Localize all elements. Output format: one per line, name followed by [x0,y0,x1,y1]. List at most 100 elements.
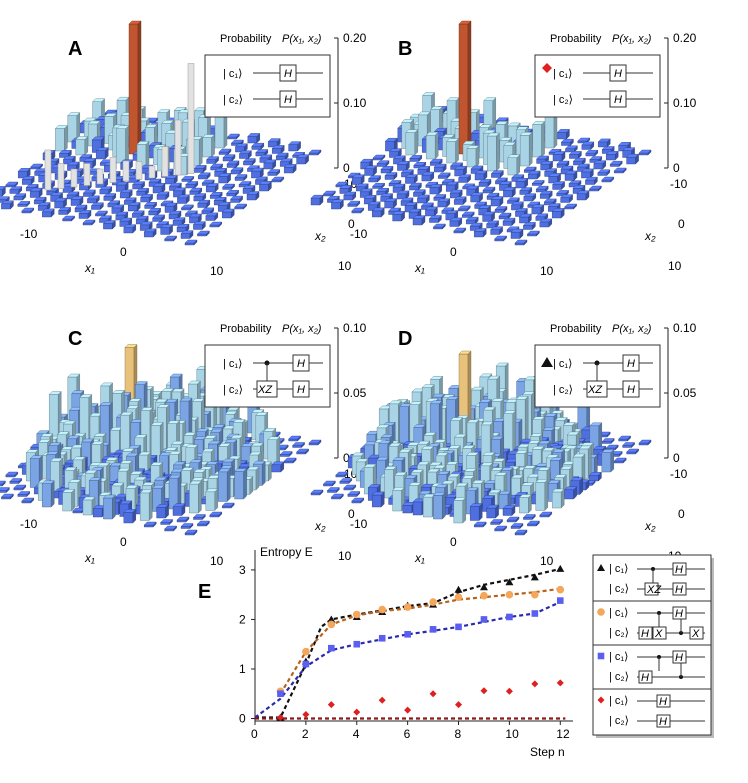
x2-tick: 0 [678,507,685,521]
z-symbol: P(x₁, x₂) [282,323,322,335]
z-symbol: P(x₁, x₂) [282,33,322,45]
x2-tick: -10 [670,467,688,481]
data-point [302,711,310,719]
panel-label: D [398,328,412,350]
z-tick: 0 [343,451,350,465]
data-point [277,690,284,698]
circuit-inset: | c₁⟩ | c₂⟩ XZ H H [204,344,331,408]
gate-label: XZ [646,584,662,596]
z-tick: 0.10 [343,96,367,110]
qubit-c1: | c₁⟩ [609,695,628,707]
y-tick: 3 [239,563,246,577]
gate-label: H [659,716,667,728]
h-gate: H [284,94,292,106]
data-point [480,687,488,695]
x-tick: 2 [302,727,309,741]
z-tick: 0 [673,451,680,465]
x2-tick: 0 [678,217,685,231]
data-point [556,585,565,594]
data-point [327,615,336,623]
gate-label: H [675,652,683,664]
data-point [479,583,488,591]
fit-line [254,601,561,719]
legend-marker [597,564,605,571]
data-point [404,631,411,638]
x1-tick: -10 [20,227,38,241]
panel-label: C [68,328,82,350]
x2-tick: 10 [668,259,682,273]
legend-marker [597,652,605,660]
z-symbol: P(x₁, x₂) [612,33,652,45]
data-point [429,626,437,633]
x1-tick: -10 [350,227,368,241]
data-point [328,644,335,652]
x1-tick: 0 [120,245,127,259]
x1-tick: 10 [540,554,554,568]
data-point [302,647,310,656]
x-tick: 0 [251,727,258,741]
data-point [404,706,412,714]
data-point [505,687,513,695]
x-tick: 4 [353,727,360,741]
data-point [505,590,514,599]
triangle-marker [541,357,553,367]
z-tick: 0 [673,161,680,175]
panel-label: E [198,581,211,603]
z-symbol: P(x₁, x₂) [612,323,652,335]
z-label: Probability [550,33,602,45]
gate-label: X [691,628,700,640]
x1-axis-label: x₁ [414,551,425,565]
qubit-c1: | c₁⟩ [553,358,572,370]
diamond-marker [542,63,552,73]
x1-tick: 0 [120,535,127,549]
histogram-bars [0,20,322,246]
qubit-c2: | c₂⟩ [223,94,243,106]
data-point [556,679,564,687]
x1-tick: 0 [450,535,457,549]
data-point [353,708,361,716]
x1-axis-label: x₁ [84,261,95,275]
h-gate: H [614,68,622,80]
legend-marker [597,608,605,616]
circuit-inset: | c₁⟩ | c₂⟩ H H [534,54,661,118]
panel-label: A [68,38,82,60]
y-tick: 1 [239,662,246,676]
data-point [556,564,565,572]
qubit-c1: | c₁⟩ [223,68,242,80]
gate-label: H [659,696,667,708]
data-point [506,613,513,621]
data-point [556,597,564,604]
data-point [429,598,437,606]
qubit-c2: | c₂⟩ [553,384,573,396]
data-point [378,696,386,704]
xz-gate: XZ [257,384,273,396]
qubit-c2: | c₂⟩ [223,384,243,396]
data-point [327,701,335,709]
z-tick: 0.05 [673,386,697,400]
data-point [429,690,437,698]
gate-label: H [675,584,683,596]
x1-tick: 0 [450,245,457,259]
z-label: Probability [220,33,272,45]
series-triangle [255,564,565,721]
data-point [454,585,463,593]
fit-line [255,567,561,719]
data-point [378,634,386,642]
data-point [276,714,284,722]
gate-label: X [654,628,663,640]
histogram-bars [310,350,652,536]
x-tick: 12 [556,727,570,741]
data-point [480,616,488,623]
z-tick: 0.20 [343,31,367,45]
data-point [455,701,463,709]
data-point [505,578,514,586]
qubit-c2: | c₂⟩ [609,627,629,639]
series-diamond [255,679,566,722]
y-tick: 0 [239,712,246,726]
gate-label: H [641,672,649,684]
x2-axis-label: x₂ [314,229,326,243]
qubit-c1: | c₁⟩ [553,68,572,80]
